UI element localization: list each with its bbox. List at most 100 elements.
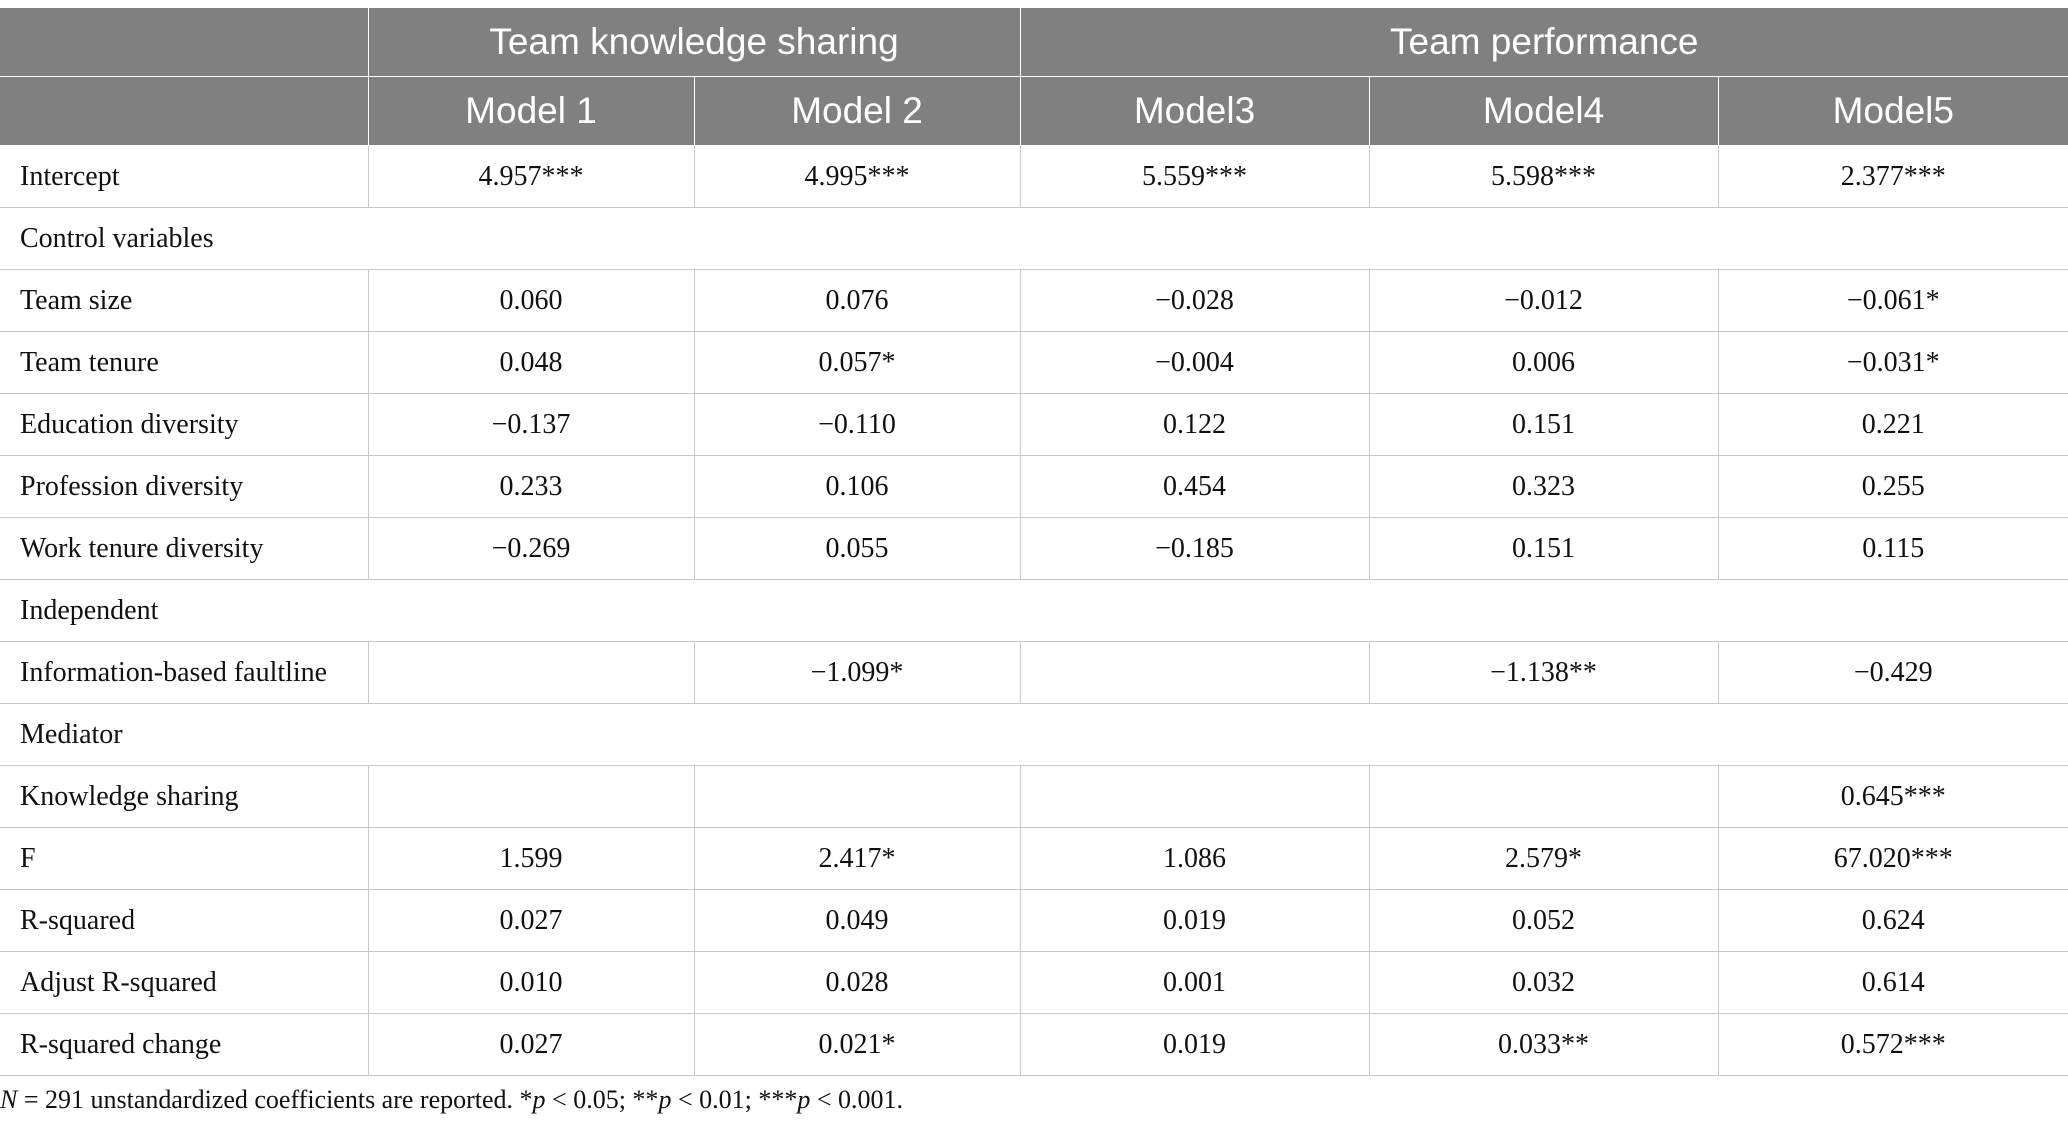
table-row: Education diversity −0.137 −0.110 0.122 0.15… (0, 393, 2068, 456)
table-row: Intercept 4.957*** 4.995*** 5.559*** 5.598**… (0, 145, 2068, 208)
header-model-1: Model 1 (367, 76, 695, 146)
footnote-p-symbol: p (797, 1085, 811, 1114)
row-label: Team tenure (0, 331, 369, 394)
table-cell: −1.099* (693, 641, 1021, 704)
table-cell: −0.061* (1717, 269, 2068, 332)
table-cell (367, 641, 695, 704)
table-row: Information-based faultline −1.099* −1.138… (0, 641, 2068, 704)
table-cell (693, 765, 1021, 828)
table-cell: 67.020*** (1717, 827, 2068, 890)
table-cell: −0.185 (1019, 517, 1370, 580)
table-row: Knowledge sharing 0.645*** (0, 765, 2068, 828)
table-cell (1019, 641, 1370, 704)
footnote-text: = 291 unstandardized coefficients are re… (17, 1085, 533, 1114)
table-cell: 0.048 (367, 331, 695, 394)
table-cell: −0.137 (367, 393, 695, 456)
row-label: R-squared change (0, 1013, 369, 1076)
table-cell: 5.598*** (1368, 145, 1719, 208)
section-row: Control variables (0, 207, 2068, 270)
table-cell: 0.010 (367, 951, 695, 1014)
table-row: Profession diversity 0.233 0.106 0.454 0.323… (0, 455, 2068, 518)
table-cell: 0.057* (693, 331, 1021, 394)
row-label: Work tenure diversity (0, 517, 369, 580)
row-label: F (0, 827, 369, 890)
table-cell: 0.049 (693, 889, 1021, 952)
row-label: Information-based faultline (0, 641, 369, 704)
table-cell: 0.060 (367, 269, 695, 332)
table-cell: 0.033** (1368, 1013, 1719, 1076)
table-cell: 0.614 (1717, 951, 2068, 1014)
section-row: Independent (0, 579, 2068, 642)
table-cell (1019, 765, 1370, 828)
table-cell: 0.115 (1717, 517, 2068, 580)
table-cell: 0.019 (1019, 1013, 1370, 1076)
regression-table-container: Team knowledge sharing Team performance … (0, 8, 2068, 1076)
header-group-knowledge-sharing: Team knowledge sharing (367, 8, 1021, 77)
regression-table: Team knowledge sharing Team performance … (0, 8, 2068, 1076)
table-cell: 0.454 (1019, 455, 1370, 518)
table-cell: 0.055 (693, 517, 1021, 580)
header-corner-cell (0, 76, 369, 146)
table-cell: 0.572*** (1717, 1013, 2068, 1076)
table-cell: 0.076 (693, 269, 1021, 332)
header-model-row: Model 1 Model 2 Model3 Model4 Model5 (0, 76, 2068, 146)
table-cell: 0.028 (693, 951, 1021, 1014)
row-label: Intercept (0, 145, 369, 208)
table-cell: 0.006 (1368, 331, 1719, 394)
table-cell: 2.377*** (1717, 145, 2068, 208)
table-cell: 0.122 (1019, 393, 1370, 456)
table-cell: −0.028 (1019, 269, 1370, 332)
table-cell: −0.269 (367, 517, 695, 580)
footnote-n-symbol: N (0, 1085, 18, 1114)
row-label: Education diversity (0, 393, 369, 456)
table-cell: 1.086 (1019, 827, 1370, 890)
table-cell (367, 765, 695, 828)
table-cell: 0.645*** (1717, 765, 2068, 828)
table-cell: 0.233 (367, 455, 695, 518)
table-cell: 2.417* (693, 827, 1021, 890)
table-cell: 0.027 (367, 889, 695, 952)
footnote-text: < 0.01; *** (671, 1085, 798, 1114)
row-label: Knowledge sharing (0, 765, 369, 828)
section-label: Mediator (0, 703, 2068, 766)
header-corner-cell (0, 8, 369, 77)
row-label: R-squared (0, 889, 369, 952)
table-cell: 0.106 (693, 455, 1021, 518)
header-model-4: Model4 (1368, 76, 1719, 146)
table-header: Team knowledge sharing Team performance … (0, 8, 2068, 146)
table-cell: −0.110 (693, 393, 1021, 456)
footnote-p-symbol: p (658, 1085, 672, 1114)
header-group-row: Team knowledge sharing Team performance (0, 8, 2068, 77)
section-label: Control variables (0, 207, 2068, 270)
table-cell: −0.031* (1717, 331, 2068, 394)
header-group-team-performance: Team performance (1019, 8, 2068, 77)
table-cell: −0.012 (1368, 269, 1719, 332)
table-cell: 1.599 (367, 827, 695, 890)
section-label: Independent (0, 579, 2068, 642)
table-row: R-squared 0.027 0.049 0.019 0.052 0.624 (0, 889, 2068, 952)
table-body: Intercept 4.957*** 4.995*** 5.559*** 5.598**… (0, 145, 2068, 1076)
header-model-2: Model 2 (693, 76, 1021, 146)
table-cell: 0.021* (693, 1013, 1021, 1076)
table-row: Team tenure 0.048 0.057* −0.004 0.006 −0.031* (0, 331, 2068, 394)
table-cell: 0.019 (1019, 889, 1370, 952)
table-row: R-squared change 0.027 0.021* 0.019 0.033** 0… (0, 1013, 2068, 1076)
table-row: Adjust R-squared 0.010 0.028 0.001 0.032 0.61… (0, 951, 2068, 1014)
table-cell: 0.052 (1368, 889, 1719, 952)
table-cell: 0.027 (367, 1013, 695, 1076)
table-cell: 0.255 (1717, 455, 2068, 518)
row-label: Team size (0, 269, 369, 332)
table-cell: 2.579* (1368, 827, 1719, 890)
section-row: Mediator (0, 703, 2068, 766)
table-footnote: N = 291 unstandardized coefficients are … (0, 1085, 903, 1115)
table-cell: 0.151 (1368, 517, 1719, 580)
header-model-3: Model3 (1019, 76, 1370, 146)
header-model-5: Model5 (1717, 76, 2068, 146)
table-cell: 5.559*** (1019, 145, 1370, 208)
row-label: Adjust R-squared (0, 951, 369, 1014)
table-cell: 0.323 (1368, 455, 1719, 518)
table-cell: −0.429 (1717, 641, 2068, 704)
footnote-p-symbol: p (532, 1085, 546, 1114)
footnote-text: < 0.05; ** (545, 1085, 659, 1114)
table-cell: 0.032 (1368, 951, 1719, 1014)
